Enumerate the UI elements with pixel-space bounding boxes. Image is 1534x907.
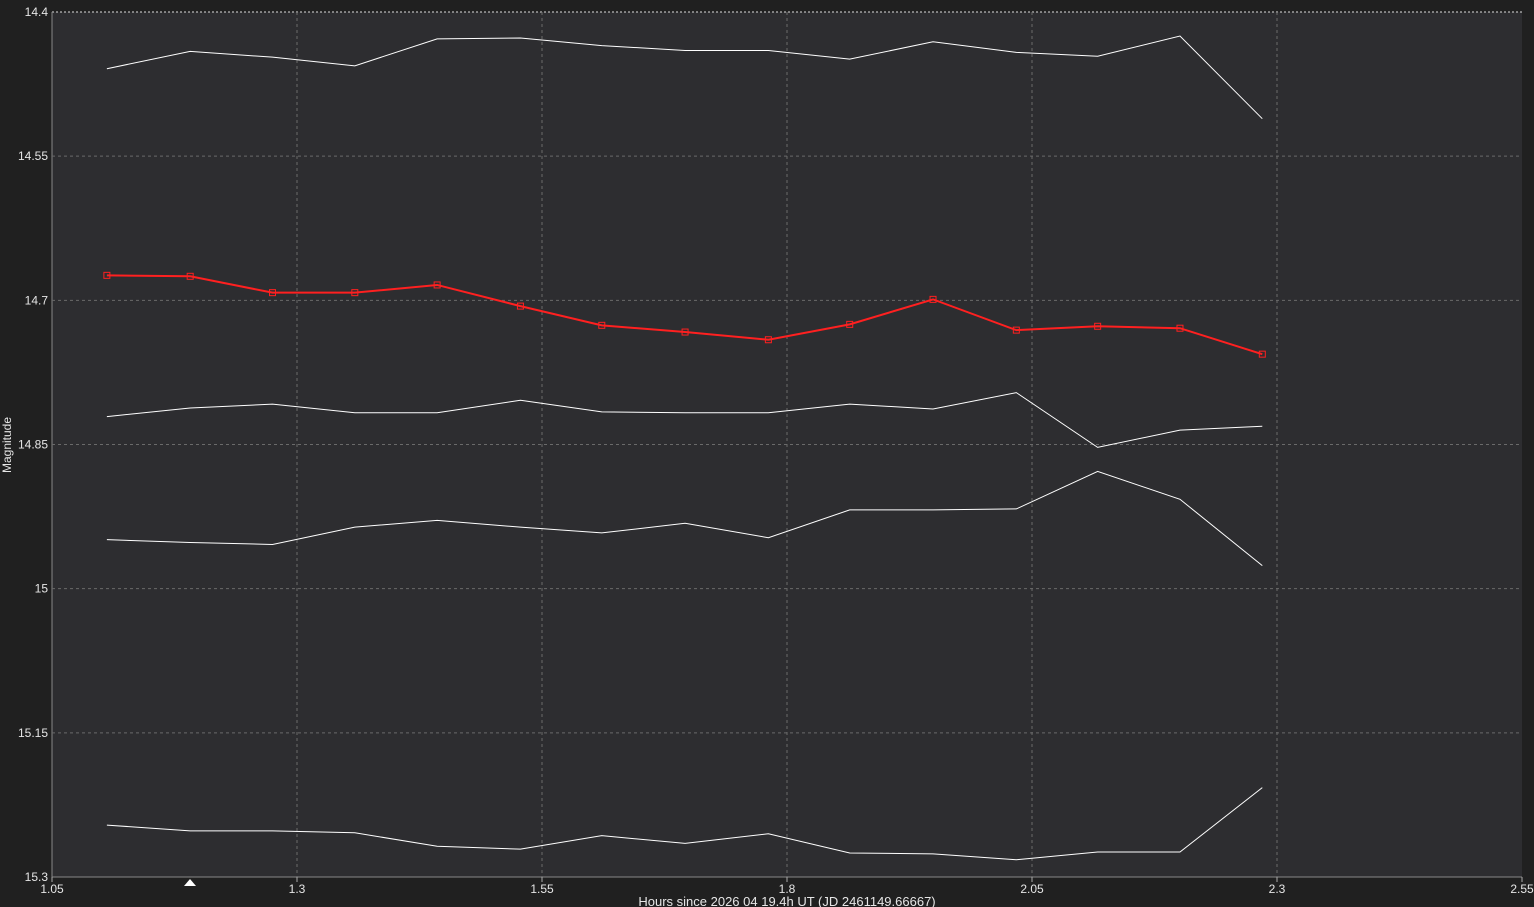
y-tick-label: 14.85 — [18, 438, 48, 452]
x-tick-label: 1.8 — [779, 882, 796, 896]
x-tick-label: 2.05 — [1020, 882, 1044, 896]
series-line — [106, 392, 1263, 448]
series-line — [106, 274, 1263, 356]
y-tick-label: 15.15 — [18, 726, 48, 740]
series-line — [106, 787, 1263, 861]
data-point — [598, 321, 606, 329]
data-point — [1012, 326, 1020, 334]
x-axis-title: Hours since 2026 04 19.4h UT (JD 2461149… — [638, 894, 935, 907]
x-tick-label: 1.55 — [530, 882, 554, 896]
x-tick-label: 2.55 — [1510, 882, 1534, 896]
data-point — [1176, 324, 1184, 332]
data-point — [516, 302, 524, 310]
cursor-marker — [184, 879, 196, 886]
series-line — [106, 470, 1263, 566]
data-point — [433, 281, 441, 289]
data-point — [186, 272, 194, 280]
y-tick-label: 14.4 — [25, 5, 49, 19]
data-point — [764, 336, 772, 344]
x-tick-label: 1.05 — [40, 882, 64, 896]
x-tick-label: 1.3 — [289, 882, 306, 896]
y-tick-label: 14.55 — [18, 149, 48, 163]
y-axis-title: Magnitude — [0, 417, 14, 473]
data-point — [1258, 350, 1266, 358]
data-point — [681, 328, 689, 336]
data-point — [269, 289, 276, 297]
x-tick-label: 2.3 — [1269, 882, 1286, 896]
y-tick-label: 14.7 — [25, 293, 49, 307]
y-tick-label: 15 — [35, 582, 49, 596]
data-point — [846, 320, 854, 328]
data-point — [929, 295, 937, 303]
data-point — [103, 271, 111, 279]
data-point — [1094, 322, 1102, 330]
series-line — [106, 35, 1263, 120]
data-point — [351, 289, 359, 297]
y-tick-label: 15.3 — [25, 870, 49, 884]
